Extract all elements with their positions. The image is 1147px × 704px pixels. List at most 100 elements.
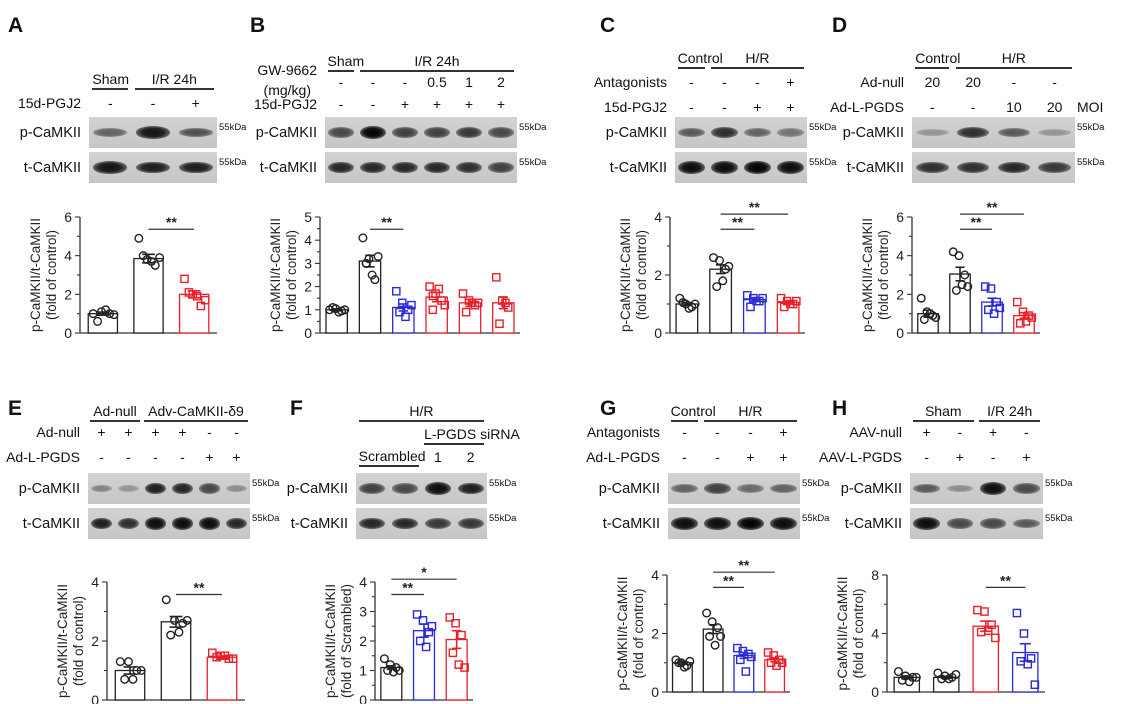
blot-band: [328, 161, 354, 174]
data-point: [134, 233, 144, 243]
y-tick-label: 2: [91, 633, 99, 649]
significance-marker: **: [971, 214, 982, 230]
group-label: I/R 24h: [987, 403, 1033, 419]
condition-value: +: [753, 99, 762, 115]
condition-value: -: [722, 99, 727, 115]
group-label: Control: [915, 50, 961, 66]
blot-band: [144, 517, 167, 530]
data-point: [397, 298, 407, 308]
blot-band: [671, 483, 698, 494]
western-blot-t-camkii: [325, 152, 517, 183]
blot-band: [359, 483, 386, 494]
data-point: [391, 286, 401, 296]
blot-band: [671, 517, 698, 530]
condition-value: 0.5: [427, 74, 447, 90]
blot-band: [946, 484, 974, 493]
data-point: [407, 300, 416, 310]
condition-label: Antagonists: [586, 424, 660, 440]
blot-band: [916, 128, 949, 137]
kda-marker: 55kDa: [1077, 122, 1105, 133]
data-point: [196, 301, 206, 311]
bar: [709, 268, 733, 334]
y-axis-label: p-CaMKII/t-CaMKII: [860, 218, 875, 332]
blot-label: t-CaMKII: [22, 516, 80, 532]
blot-band: [392, 483, 419, 494]
condition-value: +: [432, 96, 442, 112]
y-axis-label-unit: (fold of Scrambled): [339, 584, 354, 698]
western-blot-p-camkii: [356, 473, 487, 504]
group-line: [144, 420, 248, 422]
blot-band: [225, 517, 248, 530]
y-tick-label: 0: [359, 692, 367, 704]
condition-value: -: [682, 449, 687, 465]
blot-band: [1013, 518, 1040, 529]
blot-band: [360, 126, 386, 139]
condition-value: +: [989, 424, 998, 440]
data-point: [93, 316, 103, 326]
western-blot-p-camkii: [675, 117, 807, 148]
data-point: [986, 284, 996, 293]
kda-marker: 55kDa: [489, 513, 517, 524]
blot-band: [946, 518, 974, 529]
blot-band: [997, 161, 1031, 174]
condition-value: 2: [466, 449, 475, 465]
blot-label: p-CaMKII: [605, 125, 667, 141]
condition-value: +: [191, 95, 200, 111]
western-blot-p-camkii: [88, 473, 250, 504]
y-axis-label-unit: (fold of control): [851, 588, 866, 678]
condition-value: -: [1052, 74, 1057, 90]
y-tick-label: 4: [304, 232, 312, 248]
condition-value: +: [786, 99, 795, 115]
blot-band: [424, 161, 450, 174]
condition-value: -: [748, 424, 753, 440]
data-point: [373, 251, 383, 261]
blot-band: [744, 127, 771, 138]
blot-band: [956, 126, 990, 139]
data-point: [124, 657, 134, 667]
data-point: [741, 667, 751, 676]
western-blot-t-camkii: [675, 152, 807, 183]
group-label: Ad-null: [93, 403, 137, 419]
significance-marker: **: [402, 580, 413, 596]
condition-value: +: [922, 424, 931, 440]
blot-band: [770, 517, 797, 530]
condition-value: +: [1022, 449, 1031, 465]
blot-band: [225, 484, 248, 493]
blot-band: [424, 127, 450, 138]
blot-band: [1038, 128, 1071, 137]
kda-marker: 55kDa: [519, 157, 547, 168]
condition-value: +: [124, 424, 133, 440]
blot-band: [488, 162, 514, 173]
blot-band: [392, 161, 418, 174]
group-line: [424, 443, 485, 445]
blot-label: p-CaMKII: [598, 481, 660, 497]
condition-value: -: [722, 74, 727, 90]
data-point: [980, 282, 990, 291]
data-point: [1012, 608, 1022, 618]
y-tick-label: 6: [64, 209, 72, 225]
kda-marker: 55kDa: [252, 513, 280, 524]
kda-marker: 55kDa: [802, 478, 830, 489]
group-label: Control: [677, 50, 723, 66]
group-line: [359, 70, 515, 72]
blot-band: [178, 161, 213, 174]
data-point: [138, 251, 148, 261]
data-point: [184, 288, 194, 297]
y-tick-label: 4: [64, 248, 72, 264]
y-tick-label: 6: [896, 209, 904, 225]
data-point: [155, 253, 165, 263]
condition-value: -: [1011, 74, 1017, 90]
western-blot-p-camkii: [668, 473, 800, 504]
blot-band: [913, 483, 940, 494]
significance-marker: **: [738, 557, 749, 573]
data-point: [911, 672, 921, 682]
blot-band: [1038, 162, 1071, 173]
data-point: [690, 299, 700, 309]
data-point: [716, 631, 726, 641]
kda-marker: 55kDa: [252, 478, 280, 489]
blot-band: [678, 127, 705, 138]
blot-band: [360, 161, 386, 174]
panel-letter: E: [8, 397, 23, 420]
significance-marker: **: [749, 199, 760, 215]
y-tick-label: 2: [651, 626, 659, 642]
